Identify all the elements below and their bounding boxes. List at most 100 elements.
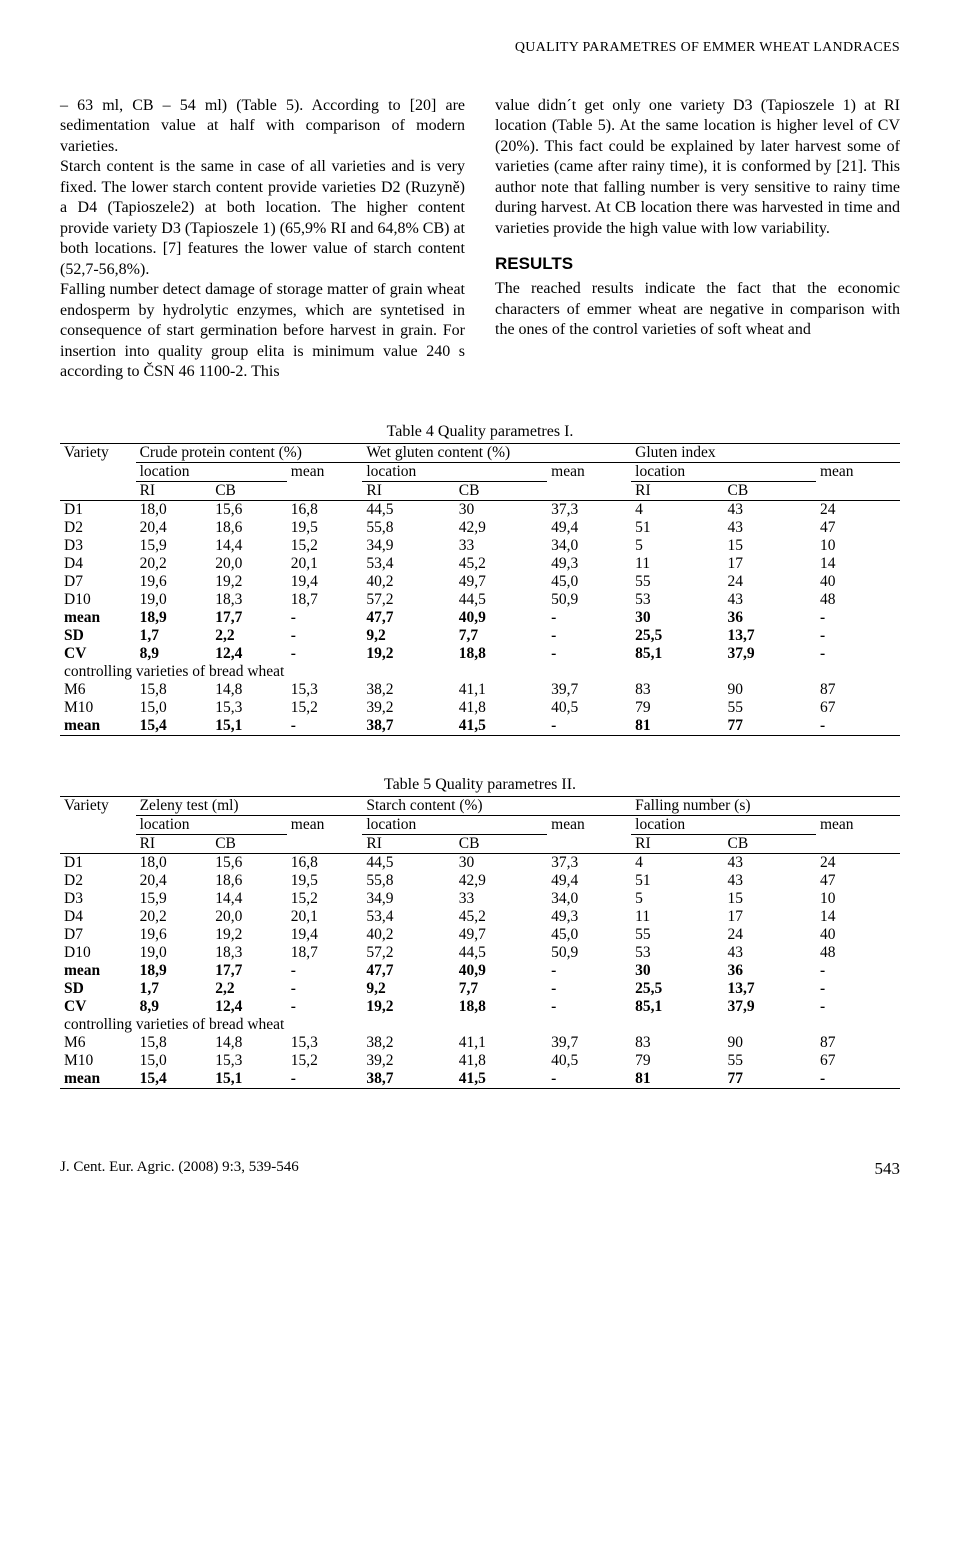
cell: 34,0 — [547, 537, 631, 555]
cell: - — [287, 998, 363, 1016]
cell: 19,5 — [287, 872, 363, 890]
cell: - — [287, 645, 363, 663]
body-columns: – 63 ml, CB – 54 ml) (Table 5). Accordin… — [60, 96, 900, 383]
cell: 18,3 — [211, 944, 287, 962]
cell: 77 — [724, 717, 816, 735]
cell: 20,0 — [211, 555, 287, 573]
cell: 24 — [724, 926, 816, 944]
cell: 90 — [724, 681, 816, 699]
cell: 34,9 — [362, 890, 454, 908]
cell: 19,6 — [136, 926, 212, 944]
cell: mean — [287, 462, 363, 481]
cell: mean — [816, 462, 900, 481]
cell: 55 — [724, 1052, 816, 1070]
cell: 47 — [816, 519, 900, 537]
body-paragraph: – 63 ml, CB – 54 ml) (Table 5). Accordin… — [60, 96, 465, 157]
cell: RI — [362, 481, 454, 500]
cell: 53,4 — [362, 908, 454, 926]
cell: 87 — [816, 681, 900, 699]
page-footer: J. Cent. Eur. Agric. (2008) 9:3, 539-546… — [60, 1159, 900, 1179]
cell: 19,2 — [362, 998, 454, 1016]
cell: 7,7 — [455, 980, 547, 998]
cell: Starch content (%) — [362, 797, 631, 816]
cell: - — [547, 717, 631, 735]
cell: Zeleny test (ml) — [136, 797, 363, 816]
cell: 38,2 — [362, 681, 454, 699]
cell: 4 — [631, 501, 723, 519]
results-heading: RESULTS — [495, 253, 900, 275]
cell: 18,8 — [455, 998, 547, 1016]
cell: 18,7 — [287, 944, 363, 962]
cell: 15,1 — [211, 717, 287, 735]
cell: - — [547, 998, 631, 1016]
cell: 10 — [816, 537, 900, 555]
cell: 81 — [631, 717, 723, 735]
cell: D4 — [60, 555, 136, 573]
cell: - — [287, 962, 363, 980]
cell: 87 — [816, 1034, 900, 1052]
cell: 44,5 — [362, 501, 454, 519]
cell: 15,4 — [136, 1070, 212, 1088]
cell: 9,2 — [362, 980, 454, 998]
cell: 85,1 — [631, 998, 723, 1016]
cell: 15,2 — [287, 537, 363, 555]
cell: Variety — [60, 444, 136, 463]
cell: 38,7 — [362, 1070, 454, 1088]
cell — [287, 834, 363, 853]
cell: 83 — [631, 681, 723, 699]
cell: 18,0 — [136, 501, 212, 519]
cell: 53 — [631, 944, 723, 962]
cell — [547, 834, 631, 853]
cell: 30 — [455, 854, 547, 872]
cell: RI — [362, 834, 454, 853]
cell: mean — [60, 609, 136, 627]
cell: 5 — [631, 890, 723, 908]
cell: 90 — [724, 1034, 816, 1052]
cell: 39,7 — [547, 681, 631, 699]
cell: 50,9 — [547, 591, 631, 609]
cell: 25,5 — [631, 627, 723, 645]
cell: 19,0 — [136, 591, 212, 609]
cell: 33 — [455, 890, 547, 908]
cell: - — [816, 1070, 900, 1088]
cell: 33 — [455, 537, 547, 555]
cell: 14 — [816, 555, 900, 573]
cell: 15,2 — [287, 1052, 363, 1070]
cell: 18,0 — [136, 854, 212, 872]
table-4-caption: Table 4 Quality parametres I. — [60, 423, 900, 441]
cell: 25,5 — [631, 980, 723, 998]
cell: 79 — [631, 699, 723, 717]
cell: location — [362, 815, 547, 834]
cell: 15,3 — [287, 1034, 363, 1052]
cell: - — [547, 980, 631, 998]
cell: 18,6 — [211, 872, 287, 890]
cell: 15,8 — [136, 681, 212, 699]
cell: 34,9 — [362, 537, 454, 555]
cell: 15,0 — [136, 1052, 212, 1070]
cell: 41,1 — [455, 1034, 547, 1052]
cell: 15,6 — [211, 501, 287, 519]
cell: 15,3 — [287, 681, 363, 699]
cell: 43 — [724, 519, 816, 537]
cell: 20,1 — [287, 908, 363, 926]
cell: 44,5 — [362, 854, 454, 872]
cell: 42,9 — [455, 519, 547, 537]
cell: 43 — [724, 501, 816, 519]
cell: 24 — [816, 501, 900, 519]
cell: 2,2 — [211, 627, 287, 645]
cell: - — [547, 645, 631, 663]
cell: 45,0 — [547, 573, 631, 591]
cell: 51 — [631, 872, 723, 890]
cell: 37,3 — [547, 501, 631, 519]
cell: 9,2 — [362, 627, 454, 645]
cell: D1 — [60, 854, 136, 872]
cell: 40 — [816, 573, 900, 591]
cell: 49,4 — [547, 519, 631, 537]
cell: 19,2 — [362, 645, 454, 663]
cell: 19,4 — [287, 926, 363, 944]
cell: 15 — [724, 890, 816, 908]
cell — [60, 462, 136, 481]
cell: M10 — [60, 1052, 136, 1070]
cell: RI — [136, 834, 212, 853]
cell: 41,8 — [455, 699, 547, 717]
